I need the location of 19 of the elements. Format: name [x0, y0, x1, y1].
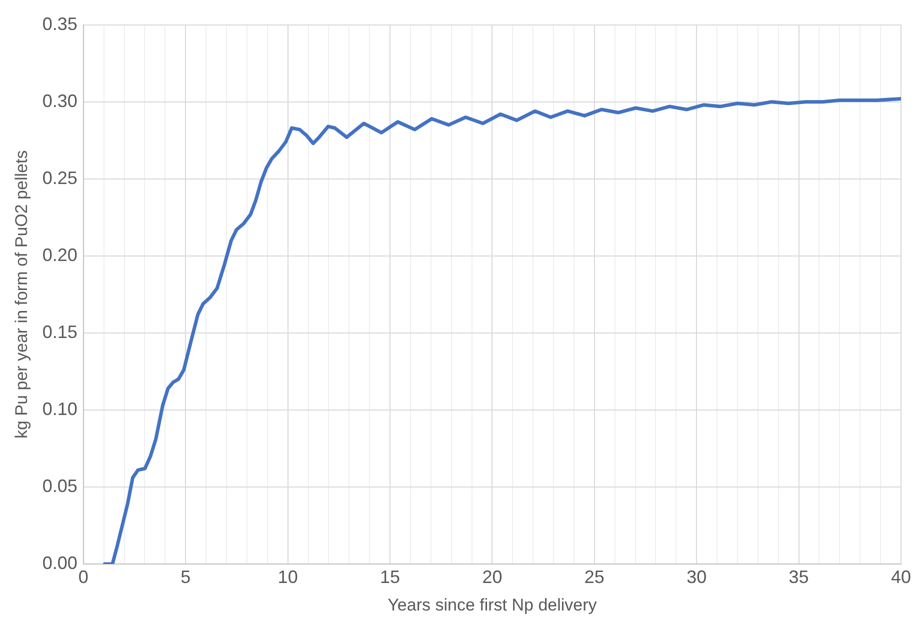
- x-tick-label: 25: [584, 566, 604, 587]
- y-tick-label: 0.15: [42, 322, 78, 342]
- x-tick-label: 20: [482, 566, 502, 587]
- y-tick-label: 0.35: [42, 14, 78, 34]
- y-tick-label: 0.00: [42, 552, 78, 573]
- y-tick-label: 0.10: [42, 398, 78, 419]
- x-tick-label: 35: [788, 566, 809, 587]
- y-tick-label: 0.05: [42, 476, 78, 496]
- x-tick-label: 10: [278, 566, 298, 587]
- x-tick-label: 5: [180, 566, 191, 587]
- x-axis-title: Years since first Np delivery: [388, 595, 598, 614]
- y-tick-label: 0.20: [42, 244, 78, 265]
- x-tick-label: 0: [78, 566, 88, 587]
- x-tick-label: 15: [380, 566, 400, 587]
- x-tick-label: 30: [686, 566, 707, 587]
- y-axis-title: kg Pu per year in form of PuO2 pellets: [12, 150, 31, 438]
- y-tick-label: 0.25: [42, 168, 78, 188]
- x-tick-label: 40: [890, 566, 912, 587]
- y-tick-label: 0.30: [42, 90, 78, 111]
